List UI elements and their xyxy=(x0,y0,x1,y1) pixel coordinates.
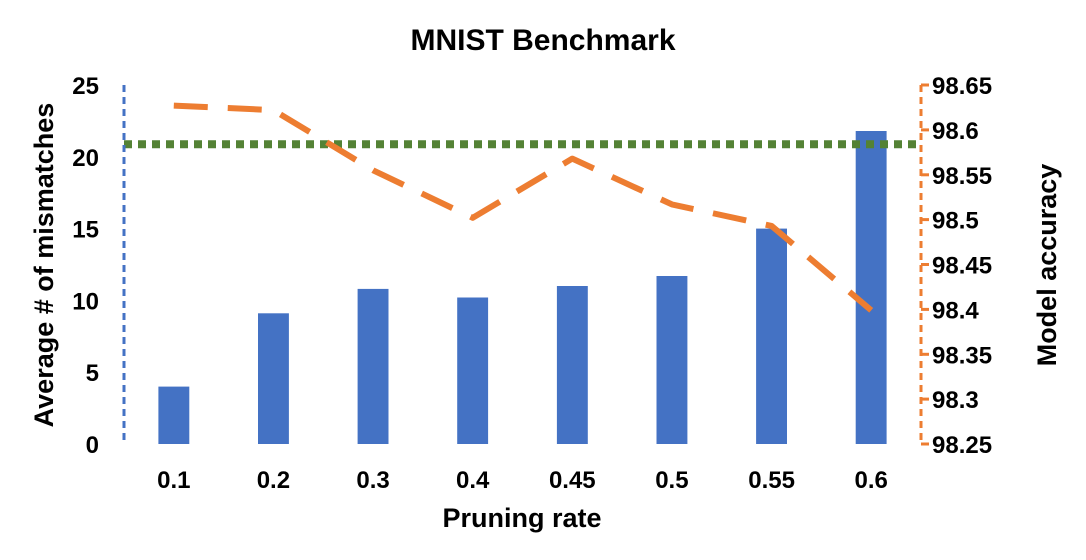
bar-series xyxy=(158,131,887,444)
accuracy-line-layer xyxy=(173,102,874,313)
left-y-tick-labels: 0 5 10 15 20 25 xyxy=(72,73,99,459)
y-axis-title: Average # of mismatches xyxy=(29,103,59,428)
y2-tick-label: 98.3 xyxy=(932,387,979,414)
accuracy-line xyxy=(173,102,874,313)
y-tick-label: 20 xyxy=(72,145,99,172)
bar-0.4 xyxy=(457,297,489,444)
right-y-tick-labels: 98.25 98.3 98.35 98.4 98.45 98.5 98.55 98.6 98.6… xyxy=(921,73,992,459)
x-axis-title: Pruning rate xyxy=(442,503,601,533)
y2-axis-title: Model accuracy xyxy=(1032,164,1062,367)
y-tick-label: 10 xyxy=(72,288,99,315)
x-tick-label: 0.3 xyxy=(356,467,389,494)
x-tick-label: 0.6 xyxy=(855,467,888,494)
bar-0.3 xyxy=(357,288,389,444)
y-tick-label: 25 xyxy=(72,73,99,100)
y2-tick-label: 98.35 xyxy=(932,342,992,369)
y2-tick-label: 98.5 xyxy=(932,208,979,235)
y-tick-label: 5 xyxy=(86,360,99,387)
x-tick-label: 0.4 xyxy=(456,467,490,494)
y2-tick-label: 98.6 xyxy=(932,118,979,145)
y2-tick-label: 98.55 xyxy=(932,163,992,190)
bar-0.2 xyxy=(258,313,289,444)
x-tick-label: 0.2 xyxy=(257,467,290,494)
x-tick-label: 0.1 xyxy=(157,467,190,494)
y2-tick-label: 98.65 xyxy=(932,73,992,100)
chart-title: MNIST Benchmark xyxy=(410,24,675,57)
bar-0.6 xyxy=(855,131,887,444)
x-tick-label: 0.5 xyxy=(655,467,688,494)
bar-0.45 xyxy=(556,286,588,444)
x-tick-labels: 0.1 0.2 0.3 0.4 0.45 0.5 0.55 0.6 xyxy=(157,467,888,494)
bar-0.1 xyxy=(158,386,190,444)
x-tick-label: 0.45 xyxy=(549,467,596,494)
y2-tick-label: 98.45 xyxy=(932,253,992,280)
x-tick-label: 0.55 xyxy=(748,467,795,494)
y-tick-label: 0 xyxy=(86,432,99,459)
bar-0.5 xyxy=(656,276,688,444)
y-tick-label: 15 xyxy=(72,217,99,244)
bar-0.55 xyxy=(756,228,787,444)
y2-tick-label: 98.25 xyxy=(932,432,992,459)
y2-tick-label: 98.4 xyxy=(932,297,979,324)
